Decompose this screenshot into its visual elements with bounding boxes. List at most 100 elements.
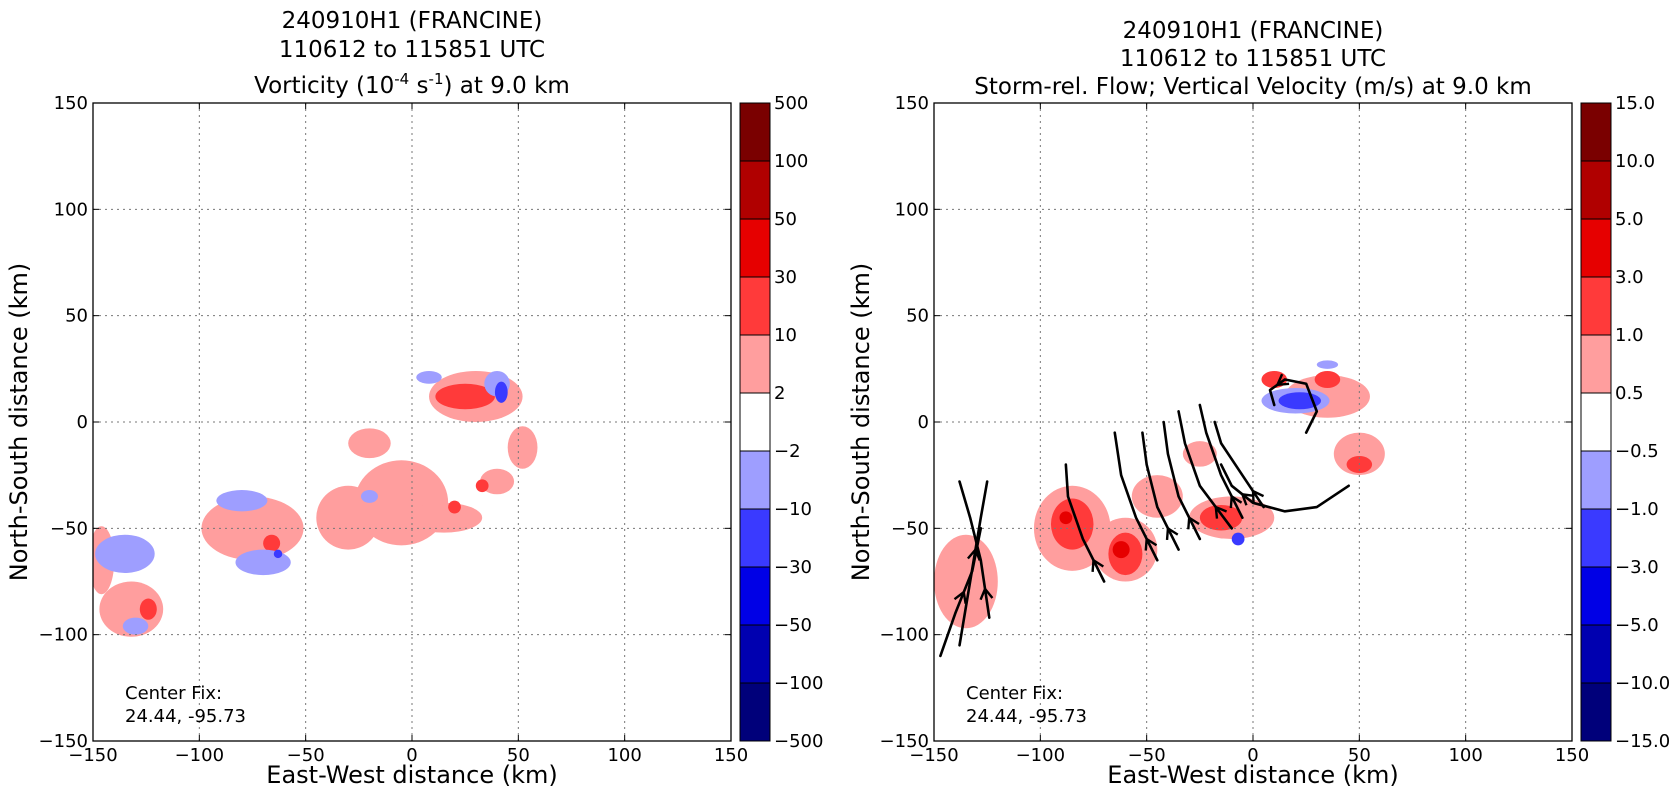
contour-region-pos-05 [1131, 475, 1183, 518]
colorbar-label: 3.0 [1615, 267, 1644, 288]
right-colorbar: 15.0 10.0 5.0 3.0 1.0 0.5 −0.5 −1.0 −3.0 −5.0 −10.… [1580, 93, 1670, 752]
y-tick-label: −50 [891, 518, 929, 539]
colorbar-label: 50 [774, 209, 797, 230]
contour-region-pos-05 [934, 534, 998, 629]
colorbar-swatch [1581, 625, 1611, 684]
contour-region-neg-10 [494, 381, 508, 403]
streamline-arrow [1144, 537, 1158, 551]
colorbar-swatch [740, 335, 770, 394]
y-tick-label: 100 [895, 199, 929, 220]
contour-region-neg-05 [1316, 360, 1339, 369]
right-y-axis-label: North-South distance (km) [847, 263, 875, 582]
contour-region-neg-2 [95, 534, 155, 573]
right-x-ticks: −150 −100 −50 0 50 100 150 [909, 103, 1589, 766]
right-y-ticks: 150 100 50 0 −50 −100 −150 [880, 93, 1572, 752]
streamline [1219, 463, 1350, 513]
contour-region-pos-1 [1314, 370, 1341, 388]
x-tick-label: −100 [1016, 745, 1065, 766]
colorbar-swatch [740, 219, 770, 278]
streamline-arrow [953, 590, 967, 604]
left-title-exp1: -4 [394, 70, 409, 88]
colorbar-swatch [1581, 161, 1611, 220]
colorbar-swatch [1581, 219, 1611, 278]
left-y-axis-label: North-South distance (km) [5, 263, 33, 582]
left-title-line-2: 110612 to 115851 UTC [279, 37, 545, 63]
x-tick-label: −50 [1128, 745, 1166, 766]
vorticity-panel: 240910H1 (FRANCINE) 110612 to 115851 UTC… [5, 8, 823, 789]
y-tick-label: −100 [39, 625, 88, 646]
contour-region-neg-2 [216, 490, 268, 512]
colorbar-swatch [1581, 509, 1611, 568]
colorbar-label: 100 [774, 151, 808, 172]
colorbar-label: −100 [774, 673, 823, 694]
y-tick-label: −150 [39, 731, 88, 752]
streamline-arrow [979, 587, 994, 601]
streamline-arrow [1229, 495, 1243, 509]
left-center-fix-value: 24.44, -95.73 [125, 706, 246, 727]
colorbar-swatch [740, 393, 770, 452]
right-center-fix-label: Center Fix: [966, 683, 1063, 704]
left-title-exp2: -1 [429, 70, 444, 88]
x-tick-label: 0 [1247, 745, 1258, 766]
streamline-arrow [1165, 527, 1179, 541]
colorbar-label: −1.0 [1615, 499, 1659, 520]
colorbar-label: −10 [774, 499, 812, 520]
y-tick-label: 150 [895, 93, 929, 114]
contour-region-neg-2 [416, 370, 442, 384]
x-tick-label: 100 [607, 745, 641, 766]
colorbar-label: −15.0 [1615, 731, 1670, 752]
contour-region-pos-10 [435, 383, 495, 410]
y-tick-label: 0 [77, 412, 88, 433]
colorbar-label: 30 [774, 267, 797, 288]
left-title-mid: s [409, 73, 428, 99]
contour-region-pos-05 [1333, 432, 1385, 476]
contour-region-pos-2 [405, 502, 483, 533]
y-tick-label: 150 [54, 93, 88, 114]
colorbar-swatch [740, 567, 770, 626]
streamline-arrow [1251, 489, 1265, 503]
colorbar-label: 10 [774, 325, 797, 346]
left-center-fix-label: Center Fix: [125, 683, 222, 704]
contour-region-pos-1 [1199, 504, 1243, 531]
colorbar-label: 10.0 [1615, 151, 1655, 172]
right-grid [934, 103, 1572, 741]
colorbar-label: 2 [774, 383, 785, 404]
contour-region-neg-2 [235, 549, 291, 576]
left-colorbar: 500 100 50 30 10 2 −2 −10 −30 −50 −100 −500 [739, 93, 823, 752]
colorbar-label: −50 [774, 615, 812, 636]
vertical-velocity-panel: 240910H1 (FRANCINE) 110612 to 115851 UTC… [847, 18, 1670, 789]
contour-region-pos-2 [316, 485, 381, 550]
colorbar-swatch [1581, 567, 1611, 626]
left-title-line-1: 240910H1 (FRANCINE) [282, 8, 543, 34]
colorbar-swatch [1581, 451, 1611, 510]
y-tick-label: 0 [918, 412, 929, 433]
colorbar-swatch [1581, 683, 1611, 742]
left-title-pre: Vorticity (10 [254, 73, 394, 99]
left-x-ticks: −150 −100 −50 0 50 100 150 [68, 103, 748, 766]
y-tick-label: −50 [50, 518, 88, 539]
colorbar-label: −30 [774, 557, 812, 578]
left-title-post: ) at 9.0 km [444, 73, 570, 99]
colorbar-label: −0.5 [1615, 441, 1659, 462]
contour-region-pos-2 [507, 426, 538, 469]
colorbar-label: 0.5 [1615, 383, 1644, 404]
colorbar-swatch [740, 509, 770, 568]
colorbar-frame [739, 102, 771, 742]
right-center-fix-value: 24.44, -95.73 [966, 706, 1087, 727]
colorbar-label: 500 [774, 93, 808, 114]
colorbar-swatch [1581, 277, 1611, 336]
streamline [1268, 378, 1319, 434]
contour-region-pos-2 [348, 428, 391, 459]
left-y-ticks: 150 100 50 0 −50 −100 −150 [39, 93, 731, 752]
colorbar-label: −10.0 [1615, 673, 1670, 694]
x-tick-label: 50 [1348, 745, 1371, 766]
streamline-arrow [966, 548, 981, 561]
right-title-line-2: 110612 to 115851 UTC [1120, 46, 1386, 72]
x-tick-label: −100 [175, 745, 224, 766]
streamline-arrow [1187, 516, 1200, 530]
contour-region-neg-1 [1231, 532, 1245, 546]
colorbar-swatch [1581, 103, 1611, 162]
x-tick-label: 0 [406, 745, 417, 766]
x-tick-label: −150 [909, 745, 958, 766]
